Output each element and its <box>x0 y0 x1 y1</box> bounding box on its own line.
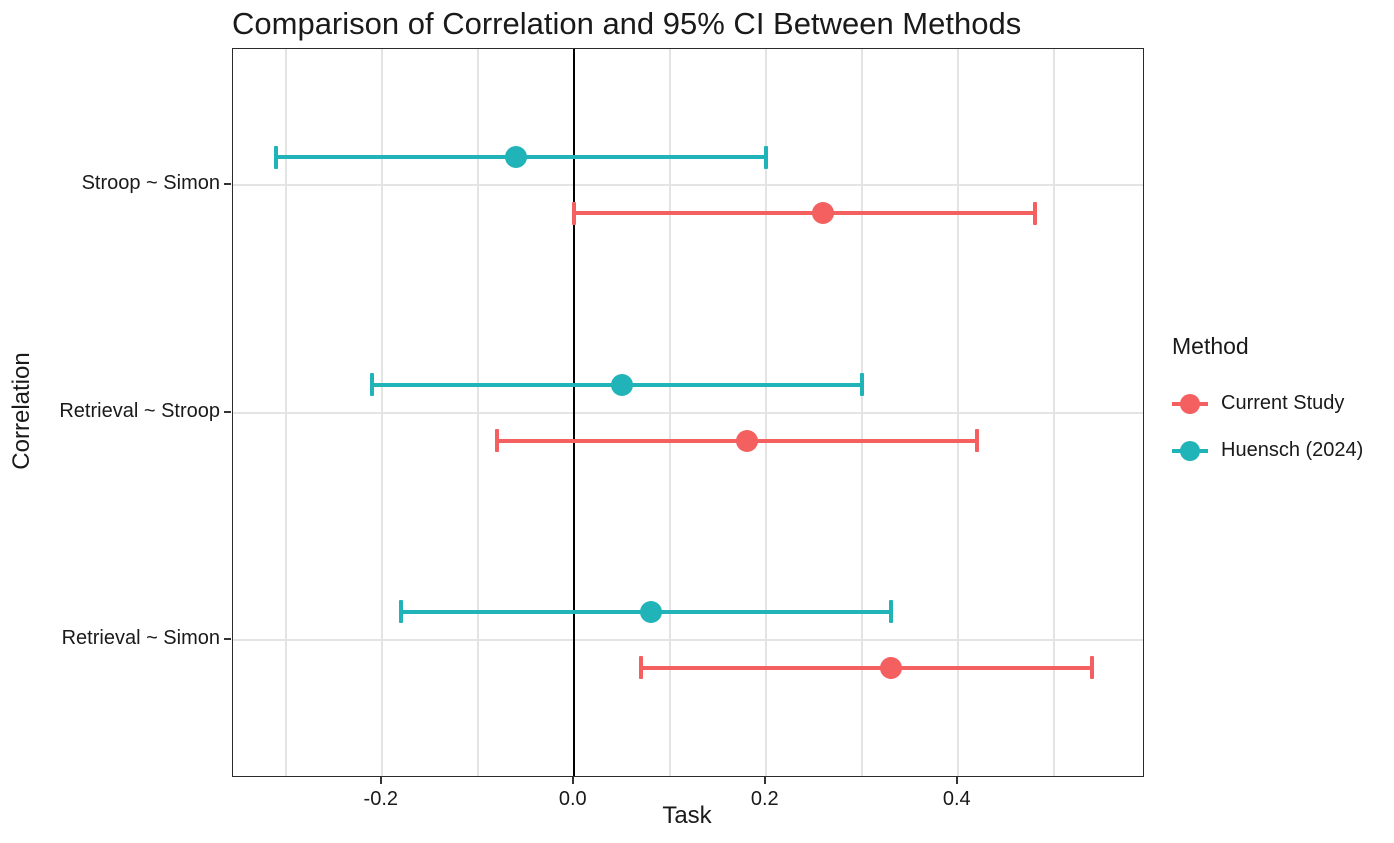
legend-key-dot <box>1180 393 1200 414</box>
zero-reference-line <box>572 49 576 776</box>
x-axis-title: Task <box>662 802 712 829</box>
x-tick-label: -0.2 <box>363 788 399 810</box>
ci-cap-right <box>859 373 864 396</box>
y-axis-tick <box>224 183 231 186</box>
point-estimate-dot <box>879 656 902 679</box>
y-axis-tick <box>224 410 231 413</box>
chart-title: Comparison of Correlation and 95% CI Bet… <box>232 6 1022 41</box>
legend-key-dot <box>1180 440 1200 461</box>
point-estimate-dot <box>610 373 633 396</box>
x-axis-tick <box>955 777 958 784</box>
legend-key-icon <box>1172 433 1208 469</box>
ci-cap-right <box>763 145 768 169</box>
ci-cap-left <box>638 656 643 680</box>
legend-item: Current Study <box>1172 380 1387 427</box>
legend-item-label: Huensch (2024) <box>1221 439 1364 461</box>
x-axis-tick <box>763 777 766 784</box>
y-gridline <box>233 638 1143 641</box>
legend-items: Current Study Huensch (2024) <box>1172 380 1387 474</box>
x-tick-label: 0.0 <box>558 788 587 810</box>
x-axis-tick <box>571 777 574 784</box>
ci-cap-right <box>974 429 979 452</box>
ci-cap-left <box>398 600 403 624</box>
point-estimate-dot <box>735 429 758 452</box>
ci-cap-left <box>274 145 279 169</box>
y-axis-tick <box>224 637 231 640</box>
legend-item-label: Current Study <box>1221 392 1345 414</box>
point-estimate-dot <box>812 202 835 225</box>
y-category-label: Retrieval ~ Stroop <box>59 399 220 422</box>
ci-bar <box>573 211 1035 216</box>
y-gridline <box>233 184 1143 187</box>
ci-bar <box>640 665 1093 670</box>
y-category-label: Retrieval ~ Simon <box>61 626 220 649</box>
ci-cap-right <box>1090 656 1095 680</box>
legend: Method Current Study Huensch (2024) <box>1172 332 1387 474</box>
ci-cap-left <box>370 373 375 396</box>
ci-cap-left <box>571 201 576 225</box>
ci-cap-right <box>888 600 893 624</box>
ci-cap-right <box>1032 201 1037 225</box>
legend-item: Huensch (2024) <box>1172 427 1387 474</box>
plot-panel <box>232 48 1144 777</box>
point-estimate-dot <box>505 146 528 169</box>
y-category-label: Stroop ~ Simon <box>81 172 220 195</box>
y-gridline <box>233 411 1143 414</box>
legend-title: Method <box>1172 333 1249 359</box>
x-tick-label: 0.4 <box>942 788 971 810</box>
x-axis-tick <box>379 777 382 784</box>
point-estimate-dot <box>639 600 662 623</box>
ci-cap-left <box>494 429 499 452</box>
legend-key-icon <box>1172 386 1208 422</box>
x-tick-label: 0.2 <box>750 788 779 810</box>
